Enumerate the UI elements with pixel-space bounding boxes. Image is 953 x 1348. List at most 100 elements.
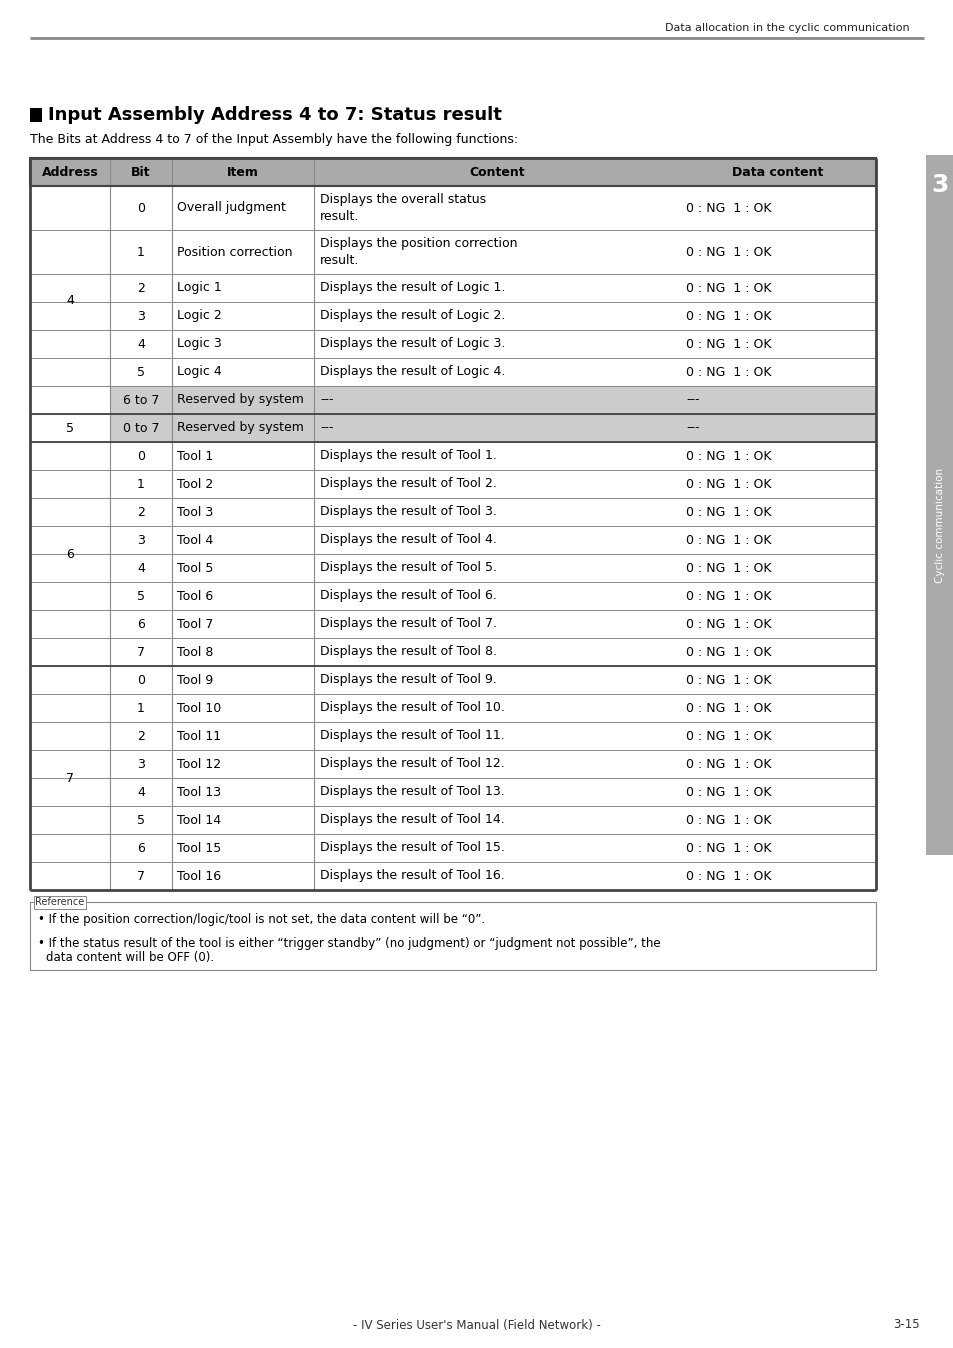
Text: 2: 2 <box>137 506 145 519</box>
Text: The Bits at Address 4 to 7 of the Input Assembly have the following functions:: The Bits at Address 4 to 7 of the Input … <box>30 133 517 147</box>
Text: 4: 4 <box>137 562 145 574</box>
Text: Displays the result of Tool 10.: Displays the result of Tool 10. <box>319 701 504 714</box>
Text: 0 : NG  1 : OK: 0 : NG 1 : OK <box>685 758 771 771</box>
Text: Displays the result of Logic 4.: Displays the result of Logic 4. <box>319 365 505 379</box>
Text: Displays the position correction: Displays the position correction <box>319 237 517 251</box>
Text: 0 : NG  1 : OK: 0 : NG 1 : OK <box>685 534 771 546</box>
Text: result.: result. <box>319 253 359 267</box>
Bar <box>925 155 953 855</box>
Text: 2: 2 <box>137 282 145 294</box>
Text: result.: result. <box>319 209 359 222</box>
Text: Content: Content <box>469 166 524 178</box>
Text: 0: 0 <box>137 674 145 686</box>
Text: Displays the result of Tool 1.: Displays the result of Tool 1. <box>319 449 497 462</box>
Text: Tool 12: Tool 12 <box>177 758 221 771</box>
Text: 3: 3 <box>137 758 145 771</box>
Text: 2: 2 <box>137 729 145 743</box>
Text: Displays the result of Logic 1.: Displays the result of Logic 1. <box>319 282 505 294</box>
Text: 7: 7 <box>66 771 74 785</box>
Text: Tool 6: Tool 6 <box>177 589 213 603</box>
Text: ---: --- <box>685 422 699 434</box>
Text: Tool 11: Tool 11 <box>177 729 221 743</box>
Text: 6 to 7: 6 to 7 <box>123 394 159 407</box>
Text: Displays the result of Tool 13.: Displays the result of Tool 13. <box>319 786 504 798</box>
Text: 1: 1 <box>137 477 145 491</box>
Text: 6: 6 <box>137 617 145 631</box>
Text: Tool 3: Tool 3 <box>177 506 213 519</box>
Text: 0 : NG  1 : OK: 0 : NG 1 : OK <box>685 786 771 798</box>
Text: 1: 1 <box>137 245 145 259</box>
Text: Logic 4: Logic 4 <box>177 365 221 379</box>
Text: Displays the result of Tool 4.: Displays the result of Tool 4. <box>319 534 497 546</box>
Text: 3: 3 <box>137 534 145 546</box>
Text: Logic 1: Logic 1 <box>177 282 221 294</box>
Text: Displays the result of Tool 12.: Displays the result of Tool 12. <box>319 758 504 771</box>
Text: 1: 1 <box>137 701 145 714</box>
Text: 4: 4 <box>66 294 74 306</box>
Text: Cyclic communication: Cyclic communication <box>934 468 944 582</box>
Text: Address: Address <box>42 166 98 178</box>
Text: Reserved by system: Reserved by system <box>177 394 304 407</box>
Text: 0 : NG  1 : OK: 0 : NG 1 : OK <box>685 674 771 686</box>
Text: 0 : NG  1 : OK: 0 : NG 1 : OK <box>685 646 771 659</box>
Text: Tool 2: Tool 2 <box>177 477 213 491</box>
Text: 0 : NG  1 : OK: 0 : NG 1 : OK <box>685 617 771 631</box>
Text: 0 : NG  1 : OK: 0 : NG 1 : OK <box>685 869 771 883</box>
Text: 5: 5 <box>137 813 145 826</box>
Text: Displays the result of Tool 6.: Displays the result of Tool 6. <box>319 589 497 603</box>
Text: Displays the result of Logic 2.: Displays the result of Logic 2. <box>319 310 505 322</box>
Text: 0 : NG  1 : OK: 0 : NG 1 : OK <box>685 701 771 714</box>
Text: • If the position correction/logic/tool is not set, the data content will be “0”: • If the position correction/logic/tool … <box>38 914 485 926</box>
Text: Bit: Bit <box>132 166 151 178</box>
Text: 4: 4 <box>137 337 145 350</box>
Text: 0 : NG  1 : OK: 0 : NG 1 : OK <box>685 841 771 855</box>
Text: 0 : NG  1 : OK: 0 : NG 1 : OK <box>685 282 771 294</box>
Text: Displays the result of Tool 11.: Displays the result of Tool 11. <box>319 729 504 743</box>
Text: ---: --- <box>319 394 334 407</box>
Bar <box>110 386 875 414</box>
Bar <box>34 895 86 909</box>
Text: Displays the result of Tool 3.: Displays the result of Tool 3. <box>319 506 497 519</box>
Text: 0: 0 <box>137 449 145 462</box>
Text: 7: 7 <box>137 869 145 883</box>
Bar <box>110 414 875 442</box>
Text: 3: 3 <box>930 173 947 197</box>
Text: Tool 8: Tool 8 <box>177 646 213 659</box>
Text: - IV Series User's Manual (Field Network) -: - IV Series User's Manual (Field Network… <box>353 1318 600 1332</box>
Text: Tool 15: Tool 15 <box>177 841 221 855</box>
Text: Tool 7: Tool 7 <box>177 617 213 631</box>
Text: 0 : NG  1 : OK: 0 : NG 1 : OK <box>685 310 771 322</box>
Text: 7: 7 <box>137 646 145 659</box>
Bar <box>30 158 875 186</box>
Text: 6: 6 <box>66 547 74 561</box>
Text: Tool 16: Tool 16 <box>177 869 221 883</box>
Text: Logic 3: Logic 3 <box>177 337 221 350</box>
Text: Tool 13: Tool 13 <box>177 786 221 798</box>
Text: Item: Item <box>227 166 258 178</box>
Text: 0 : NG  1 : OK: 0 : NG 1 : OK <box>685 365 771 379</box>
Text: Displays the overall status: Displays the overall status <box>319 194 486 206</box>
Text: Displays the result of Tool 5.: Displays the result of Tool 5. <box>319 562 497 574</box>
Text: ---: --- <box>685 394 699 407</box>
Text: Displays the result of Tool 7.: Displays the result of Tool 7. <box>319 617 497 631</box>
Text: Tool 10: Tool 10 <box>177 701 221 714</box>
Bar <box>30 902 875 971</box>
Text: Input Assembly Address 4 to 7: Status result: Input Assembly Address 4 to 7: Status re… <box>48 106 501 124</box>
Text: 0: 0 <box>137 201 145 214</box>
Text: Overall judgment: Overall judgment <box>177 201 286 214</box>
Text: 5: 5 <box>137 589 145 603</box>
Text: 0 : NG  1 : OK: 0 : NG 1 : OK <box>685 245 771 259</box>
Text: 6: 6 <box>137 841 145 855</box>
Text: 3-15: 3-15 <box>892 1318 919 1332</box>
Text: 0 : NG  1 : OK: 0 : NG 1 : OK <box>685 201 771 214</box>
Text: Tool 9: Tool 9 <box>177 674 213 686</box>
Text: 0 : NG  1 : OK: 0 : NG 1 : OK <box>685 562 771 574</box>
Text: Displays the result of Tool 15.: Displays the result of Tool 15. <box>319 841 504 855</box>
Text: 5: 5 <box>137 365 145 379</box>
Text: 0 : NG  1 : OK: 0 : NG 1 : OK <box>685 813 771 826</box>
Text: 0 to 7: 0 to 7 <box>123 422 159 434</box>
Text: Displays the result of Tool 16.: Displays the result of Tool 16. <box>319 869 504 883</box>
Text: 0 : NG  1 : OK: 0 : NG 1 : OK <box>685 729 771 743</box>
Text: ---: --- <box>319 422 334 434</box>
Text: • If the status result of the tool is either “trigger standby” (no judgment) or : • If the status result of the tool is ei… <box>38 937 659 950</box>
